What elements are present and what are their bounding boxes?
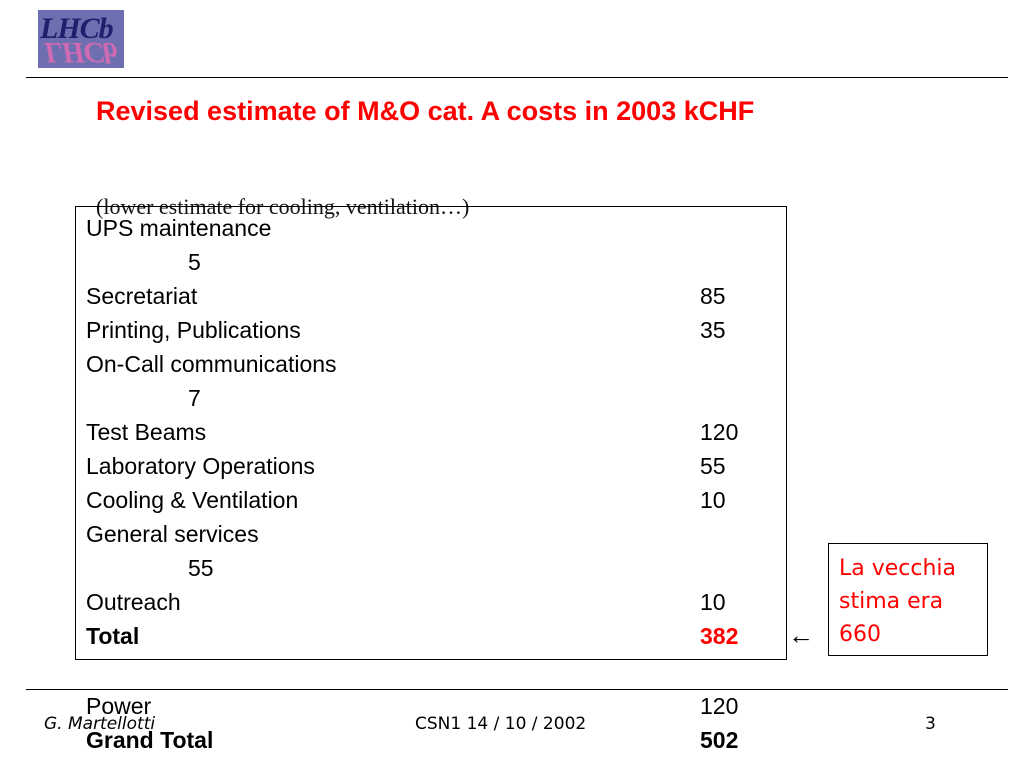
item-label-oncall: On-Call communications [86, 351, 337, 377]
old-estimate-note: La vecchia stima era 660 [828, 543, 988, 656]
item-label-labops: Laboratory Operations [86, 453, 315, 479]
left-arrow-icon: ← [788, 620, 814, 650]
item-label-outreach: Outreach [86, 589, 181, 615]
cost-table-box [75, 206, 787, 660]
item-label-general: General services [86, 521, 259, 547]
item-value-printing: 35 [700, 317, 726, 343]
item-label-cooling: Cooling & Ventilation [86, 487, 299, 513]
note-line-2: stima era [839, 589, 944, 614]
item-value-cooling: 10 [700, 487, 726, 513]
item-label-ups: UPS maintenance [86, 215, 272, 241]
total-value: 382 [700, 623, 739, 649]
item-value-testbeams: 120 [700, 419, 739, 445]
power-value: 120 [700, 693, 739, 719]
item-value-outreach: 10 [700, 589, 726, 615]
total-label: Total [86, 623, 140, 649]
power-label: Power [86, 693, 152, 719]
item-value-labops: 55 [700, 453, 726, 479]
top-divider [26, 77, 1008, 78]
item-value-general: 55 [188, 555, 214, 581]
grand-total-value: 502 [700, 727, 739, 753]
item-value-secretariat: 85 [700, 283, 726, 309]
item-label-secretariat: Secretariat [86, 283, 198, 309]
footer-page-number: 3 [925, 714, 936, 734]
item-label-printing: Printing, Publications [86, 317, 301, 343]
note-line-3: 660 [839, 622, 881, 647]
grand-total-label: Grand Total [86, 727, 214, 753]
item-value-oncall: 7 [188, 385, 201, 411]
lhcb-logo: LHCb LHCb [38, 10, 124, 68]
logo-text-reflection: LHCb [44, 36, 117, 68]
footer-author: G. Martellotti [44, 714, 156, 734]
bottom-divider [26, 689, 1008, 690]
item-label-testbeams: Test Beams [86, 419, 207, 445]
slide-title: Revised estimate of M&O cat. A costs in … [96, 96, 755, 126]
logo-text: LHCb [40, 12, 114, 45]
item-value-ups: 5 [188, 249, 201, 275]
footer-event: CSN1 14 / 10 / 2002 [415, 714, 587, 734]
note-line-1: La vecchia [839, 556, 957, 581]
